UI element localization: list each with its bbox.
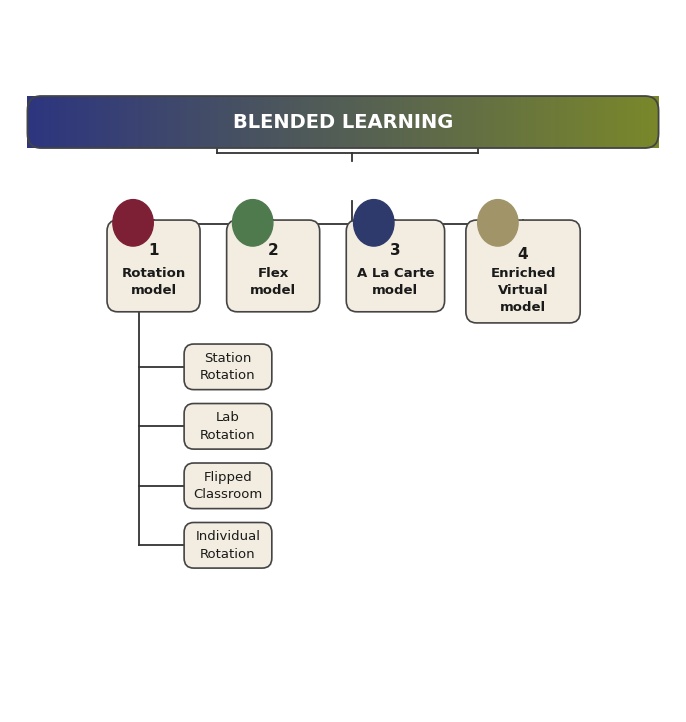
Text: Rotation
model: Rotation model bbox=[121, 267, 186, 297]
FancyBboxPatch shape bbox=[107, 220, 200, 312]
Text: 4: 4 bbox=[518, 246, 528, 261]
Text: Enriched
Virtual
model: Enriched Virtual model bbox=[490, 266, 556, 313]
Text: Lab
Rotation: Lab Rotation bbox=[200, 411, 256, 442]
FancyBboxPatch shape bbox=[184, 523, 272, 568]
FancyBboxPatch shape bbox=[466, 220, 580, 323]
Text: Individual
Rotation: Individual Rotation bbox=[196, 530, 261, 560]
Ellipse shape bbox=[477, 199, 518, 246]
Ellipse shape bbox=[353, 199, 394, 246]
Text: 2: 2 bbox=[268, 243, 279, 258]
Text: ONLINE LEARNING: ONLINE LEARNING bbox=[402, 118, 554, 133]
FancyBboxPatch shape bbox=[184, 344, 272, 390]
Text: Station
Rotation: Station Rotation bbox=[200, 352, 256, 382]
FancyBboxPatch shape bbox=[226, 220, 320, 312]
Text: 3: 3 bbox=[390, 243, 401, 258]
Ellipse shape bbox=[233, 199, 273, 246]
Text: Flipped
Classroom: Flipped Classroom bbox=[193, 471, 263, 501]
Text: Flex
model: Flex model bbox=[250, 267, 296, 297]
Text: 1: 1 bbox=[148, 243, 158, 258]
FancyBboxPatch shape bbox=[346, 220, 445, 312]
FancyBboxPatch shape bbox=[357, 105, 599, 145]
FancyBboxPatch shape bbox=[184, 404, 272, 449]
Text: A La Carte
model: A La Carte model bbox=[357, 267, 434, 297]
Ellipse shape bbox=[113, 199, 153, 246]
FancyBboxPatch shape bbox=[107, 105, 328, 145]
Text: BLENDED LEARNING: BLENDED LEARNING bbox=[233, 113, 453, 131]
FancyBboxPatch shape bbox=[184, 463, 272, 508]
Text: BRICK-AND-MORTAR: BRICK-AND-MORTAR bbox=[134, 118, 300, 133]
